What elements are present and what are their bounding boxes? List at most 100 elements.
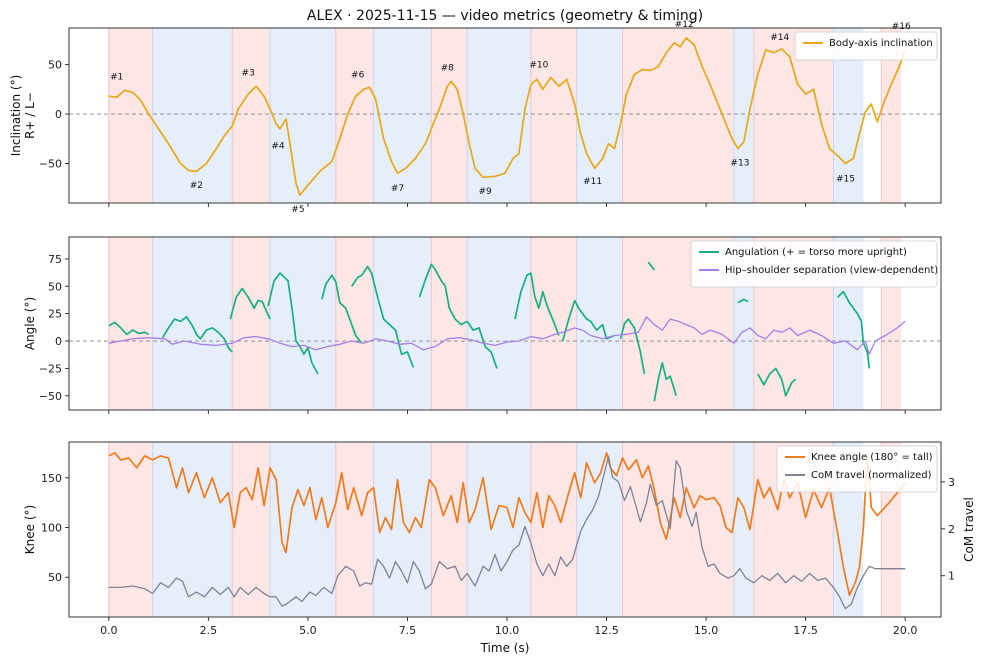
- y2-tick-label: 3: [948, 476, 955, 489]
- y-axis-label-line: Angle (°): [23, 297, 37, 350]
- legend: Body-axis inclination: [794, 31, 938, 61]
- legend-entry: Hip–shoulder separation (view-dependent): [725, 265, 938, 276]
- series-line-angulation: [161, 316, 233, 353]
- series-line-separation: [108, 316, 906, 355]
- phase-band-blue: [373, 28, 432, 203]
- y-axis-label: Inclination (°)R+ / L−: [9, 75, 37, 157]
- y-tick-label: 75: [48, 253, 62, 266]
- series-line-angulation: [737, 298, 749, 304]
- legend-entry: Body-axis inclination: [829, 38, 933, 49]
- x-tick-label: 17.5: [793, 624, 818, 637]
- x-tick-label: 7.5: [399, 624, 417, 637]
- peak-label: #4: [271, 142, 285, 152]
- y-tick-label: 0: [55, 108, 62, 121]
- x-axis-label: Time (s): [480, 641, 530, 655]
- axes-frame: [68, 27, 942, 204]
- panel-1: #1 #2 #3 #4 #5 #6 #7 #8 #9 #10 #11 #12 #13 #14 #15 #16 −…: [9, 20, 942, 215]
- y-tick-label: 50: [48, 571, 62, 584]
- phase-band-red: [335, 237, 374, 410]
- series-line-angulation: [320, 274, 363, 344]
- phase-band-blue: [576, 237, 623, 410]
- x-tick-label: 0.0: [100, 624, 118, 637]
- y-axis-label-line: Knee (°): [23, 505, 37, 554]
- series-line-angulation: [561, 299, 615, 342]
- phase-band-red: [335, 442, 374, 617]
- peak-label: #15: [836, 174, 855, 184]
- legend: Knee angle (180° = tall) CoM travel (norm…: [776, 445, 938, 493]
- panels: #1 #2 #3 #4 #5 #6 #7 #8 #9 #10 #11 #12 #13 #14 #15 #16 −…: [9, 20, 976, 637]
- series-line-angulation: [757, 367, 797, 397]
- peak-label: #16: [892, 22, 911, 32]
- legend-box: [776, 445, 938, 493]
- peak-label: #7: [391, 184, 404, 194]
- y2-axis-label: CoM travel: [962, 497, 976, 562]
- series-line-knee: [108, 452, 906, 596]
- y-tick-label: −50: [39, 157, 62, 170]
- y-tick-label: −25: [39, 362, 62, 375]
- series-line-angulation: [229, 287, 271, 320]
- phase-band-blue: [576, 28, 623, 203]
- peak-label: #2: [190, 181, 203, 191]
- peak-label: #14: [770, 33, 789, 43]
- y2-tick-label: 2: [948, 523, 955, 536]
- peak-label: #5: [291, 205, 304, 215]
- phase-band-blue: [733, 28, 754, 203]
- phase-band-red: [232, 28, 271, 203]
- y-tick-label: 100: [41, 522, 62, 535]
- phase-band-red: [431, 442, 468, 617]
- phase-band-blue: [467, 237, 531, 410]
- panel-3: 50 100 150 1 2 3 CoM travel 0.0 2.5 5.0 7.5 10.0 12.…: [23, 441, 976, 637]
- y-tick-label: −50: [39, 390, 62, 403]
- phase-band-blue: [152, 237, 233, 410]
- legend-box: [794, 31, 938, 61]
- series-line-angulation: [619, 318, 646, 375]
- series-line-angulation: [418, 263, 468, 326]
- phase-band-blue: [733, 442, 754, 617]
- legend-entry: Knee angle (180° = tall): [811, 452, 933, 463]
- phase-band-blue: [270, 237, 336, 410]
- series-line-com: [108, 455, 906, 610]
- phase-band-blue: [152, 28, 233, 203]
- peak-label: #9: [478, 187, 492, 197]
- legend-entry: CoM travel (normalized): [811, 470, 932, 481]
- phase-band-red: [530, 442, 577, 617]
- axes-frame: [68, 236, 942, 411]
- y-tick-label: 50: [48, 280, 62, 293]
- phase-band-red: [335, 28, 374, 203]
- y-axis-label: Angle (°): [23, 297, 37, 350]
- phase-band-blue: [152, 442, 233, 617]
- series-group: [108, 37, 907, 196]
- y2-tick-label: 1: [948, 570, 955, 583]
- peak-label: #11: [583, 177, 602, 187]
- y-tick-label: 0: [55, 335, 62, 348]
- phase-band-blue: [270, 28, 336, 203]
- phase-band-blue: [373, 442, 432, 617]
- y-axis-label-line: R+ / L−: [23, 92, 37, 139]
- phase-band-blue: [467, 442, 531, 617]
- peak-label: #12: [675, 20, 694, 30]
- y-tick-label: 50: [48, 59, 62, 72]
- phase-band-red: [108, 28, 153, 203]
- series-line-inclination: [108, 37, 907, 196]
- series-line-angulation: [647, 261, 655, 271]
- phase-bands: [108, 28, 902, 203]
- phase-band-red: [622, 28, 734, 203]
- peak-label: #1: [110, 72, 123, 82]
- phase-band-red: [232, 237, 271, 410]
- series-line-angulation: [108, 321, 150, 336]
- x-tick-label: 2.5: [200, 624, 218, 637]
- series-line-angulation: [836, 290, 871, 369]
- series-line-angulation: [514, 272, 560, 336]
- phase-bands: [108, 237, 902, 410]
- series-group: [108, 452, 906, 610]
- legend: Angulation (+ = torso more upright) Hip–s…: [690, 240, 938, 288]
- phase-band-red: [108, 442, 153, 617]
- x-tick-label: 5.0: [299, 624, 317, 637]
- peak-label: #6: [351, 70, 365, 80]
- series-line-angulation: [350, 265, 415, 368]
- peak-label: #3: [242, 68, 255, 78]
- y-axis-label: Knee (°): [23, 505, 37, 554]
- phase-band-blue: [576, 442, 623, 617]
- peak-label: #8: [441, 64, 455, 74]
